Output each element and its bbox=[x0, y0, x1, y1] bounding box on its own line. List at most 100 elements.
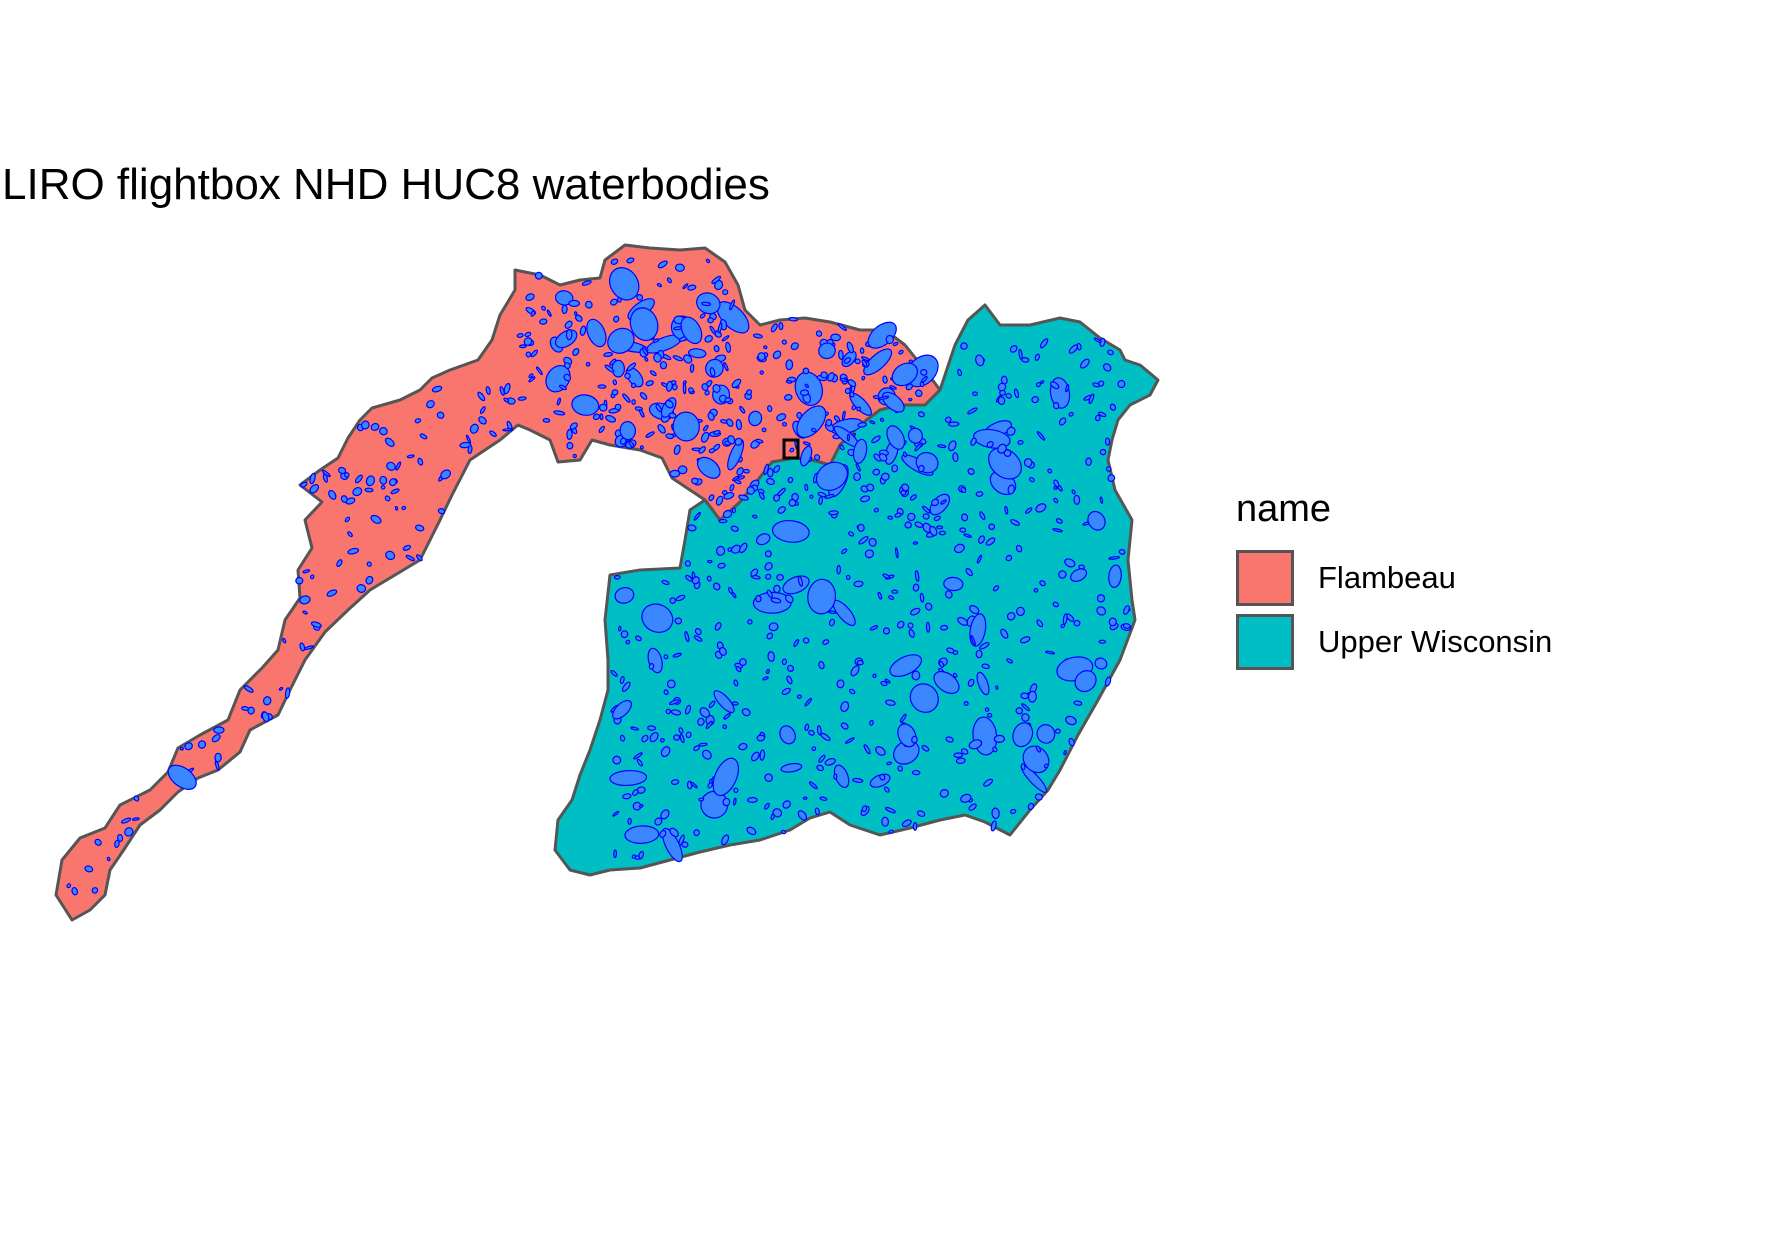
waterbody-shape bbox=[636, 758, 644, 767]
waterbody-shape bbox=[469, 423, 479, 434]
waterbody-shape bbox=[365, 575, 374, 585]
waterbody-shape bbox=[612, 755, 622, 765]
waterbody-shape bbox=[857, 523, 865, 532]
waterbody-shape bbox=[702, 749, 712, 760]
waterbody-shape bbox=[612, 379, 618, 386]
waterbody-shape bbox=[523, 337, 533, 346]
waterbody-shape bbox=[802, 441, 811, 446]
waterbody-shape bbox=[920, 368, 928, 376]
waterbody-shape bbox=[697, 456, 721, 479]
waterbody-shape bbox=[759, 370, 764, 375]
waterbody-shape bbox=[972, 391, 979, 397]
waterbody-shape bbox=[674, 617, 683, 625]
waterbody-shape bbox=[394, 505, 399, 511]
waterbody-shape bbox=[648, 663, 655, 670]
waterbody-shape bbox=[707, 559, 713, 564]
waterbody-shape bbox=[970, 635, 976, 646]
waterbody-shape bbox=[879, 773, 886, 781]
waterbody-shape bbox=[788, 498, 797, 507]
waterbody-shape bbox=[574, 314, 583, 322]
waterbody-shape bbox=[701, 383, 709, 391]
waterbody-shape bbox=[622, 793, 632, 800]
waterbody-shape bbox=[390, 488, 400, 495]
waterbody-shape bbox=[714, 279, 724, 291]
waterbody-shape bbox=[729, 299, 736, 311]
waterbody-shape bbox=[780, 762, 803, 773]
waterbody-shape bbox=[1023, 458, 1033, 468]
waterbody-shape bbox=[731, 378, 742, 389]
waterbody-shape bbox=[738, 542, 748, 554]
waterbody-shape bbox=[1043, 763, 1049, 769]
waterbody-shape bbox=[723, 712, 731, 720]
waterbody-shape bbox=[665, 380, 673, 392]
legend-item-upper-wisconsin: Upper Wisconsin bbox=[1236, 614, 1552, 670]
waterbody-shape bbox=[917, 411, 925, 418]
waterbody-shape bbox=[426, 400, 435, 409]
waterbody-shape bbox=[944, 590, 953, 599]
waterbody-shape bbox=[106, 856, 111, 862]
waterbody-shape bbox=[872, 395, 880, 400]
waterbody-shape bbox=[489, 430, 497, 437]
waterbody-shape bbox=[722, 724, 728, 730]
waterbody-shape bbox=[584, 300, 593, 309]
waterbody-shape bbox=[748, 410, 763, 427]
waterbody-shape bbox=[1071, 489, 1076, 495]
waterbody-shape bbox=[799, 389, 810, 397]
waterbody-shape bbox=[888, 829, 894, 834]
waterbody-shape bbox=[963, 533, 972, 538]
waterbody-shape bbox=[818, 660, 825, 670]
waterbody-shape bbox=[892, 341, 899, 347]
waterbody-shape bbox=[715, 545, 726, 556]
waterbody-shape bbox=[639, 804, 644, 808]
waterbody-shape bbox=[843, 357, 852, 364]
waterbody-shape bbox=[668, 412, 677, 419]
waterbody-shape bbox=[833, 773, 838, 780]
legend-label-flambeau: Flambeau bbox=[1318, 560, 1456, 595]
legend-label-upper-wisconsin: Upper Wisconsin bbox=[1318, 624, 1553, 659]
waterbody-shape bbox=[656, 283, 663, 288]
waterbody-shape bbox=[665, 433, 675, 440]
waterbody-shape bbox=[1010, 808, 1017, 815]
waterbody-shape bbox=[1039, 338, 1049, 349]
waterbody-shape bbox=[901, 819, 912, 828]
waterbody-shape bbox=[992, 746, 998, 753]
waterbody-shape bbox=[968, 739, 983, 750]
waterbody-shape bbox=[807, 578, 837, 615]
waterbody-shape bbox=[848, 688, 856, 695]
waterbody-shape bbox=[406, 454, 415, 459]
waterbody-shape bbox=[465, 434, 472, 444]
waterbody-shape bbox=[431, 385, 443, 393]
waterbody-shape bbox=[722, 509, 733, 519]
waterbody-shape bbox=[960, 486, 967, 494]
waterbody-shape bbox=[911, 735, 918, 744]
waterbody-shape bbox=[944, 416, 952, 423]
waterbody-shape bbox=[953, 752, 964, 759]
waterbody-shape bbox=[284, 687, 291, 699]
waterbody-shape bbox=[356, 584, 367, 593]
waterbody-shape bbox=[841, 548, 848, 555]
waterbody-shape bbox=[503, 382, 511, 395]
waterbody-shape bbox=[1034, 793, 1043, 801]
waterbody-shape bbox=[586, 318, 607, 348]
waterbody-shape bbox=[742, 468, 750, 474]
waterbody-shape bbox=[630, 726, 640, 731]
waterbody-shape bbox=[365, 475, 376, 487]
waterbody-shape bbox=[647, 725, 657, 731]
legend-swatch-upper-wisconsin bbox=[1236, 614, 1294, 670]
waterbody-shape bbox=[860, 495, 871, 503]
waterbody-shape bbox=[764, 773, 773, 782]
waterbody-shape bbox=[669, 469, 681, 478]
waterbody-shape bbox=[645, 431, 655, 438]
waterbody-shape bbox=[915, 389, 923, 398]
waterbody-shape bbox=[347, 531, 353, 538]
waterbody-shape bbox=[1021, 703, 1031, 712]
waterbody-shape bbox=[84, 865, 94, 873]
waterbody-shape bbox=[702, 424, 709, 432]
waterbody-shape bbox=[988, 447, 1022, 480]
waterbody-shape bbox=[485, 386, 491, 395]
waterbody-shape bbox=[683, 354, 693, 364]
waterbody-shape bbox=[771, 519, 810, 543]
waterbody-shape bbox=[1018, 348, 1023, 360]
waterbody-shape bbox=[850, 665, 860, 677]
